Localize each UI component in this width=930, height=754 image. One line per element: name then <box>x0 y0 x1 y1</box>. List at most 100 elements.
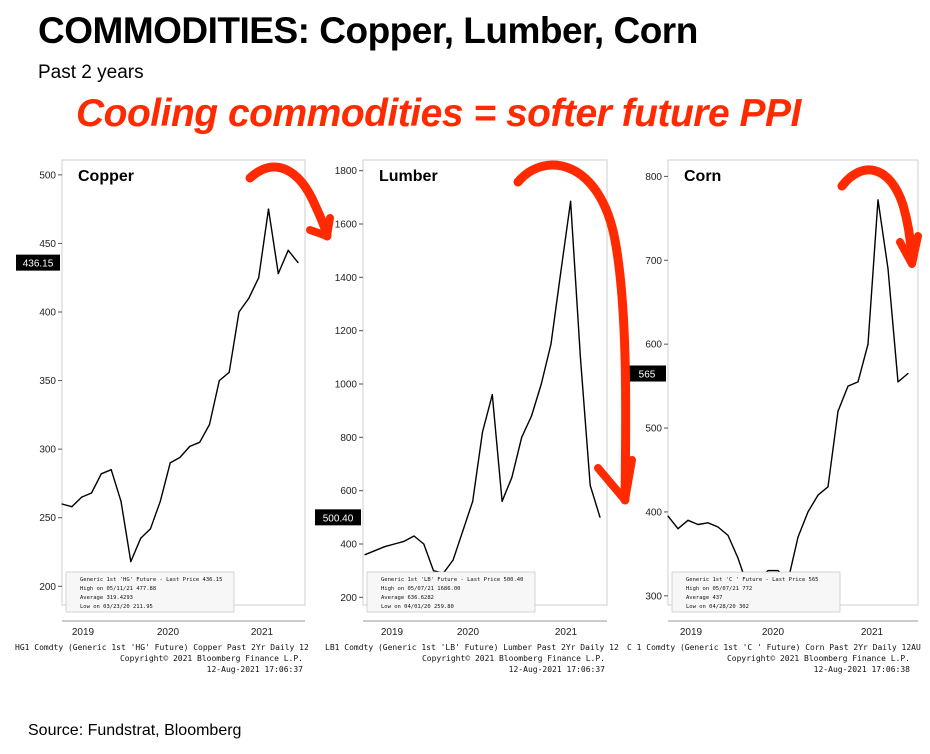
data-point <box>481 431 484 433</box>
data-point <box>667 515 669 517</box>
data-point <box>159 500 161 502</box>
legend-entry: High on 05/07/21 1686.00 <box>381 586 460 592</box>
data-point <box>110 469 112 471</box>
plot-frame <box>362 159 608 606</box>
y-tick-label: 1400 <box>335 273 358 284</box>
chart-title: Corn <box>684 168 721 185</box>
x-tick-label: 2020 <box>457 627 480 638</box>
data-point <box>169 462 171 464</box>
legend-box <box>366 571 536 613</box>
data-point <box>149 528 152 530</box>
legend-entry: Average 437 <box>686 595 722 601</box>
y-tick-label: 300 <box>39 445 56 456</box>
data-point <box>218 379 220 382</box>
x-tick-label: 2021 <box>251 627 274 638</box>
data-point <box>727 534 729 537</box>
y-tick-label: 250 <box>39 513 56 524</box>
last-price-tag <box>628 365 666 382</box>
legend-entry: Generic 1st 'C ' Future - Last Price 565 <box>686 577 818 583</box>
data-point <box>797 536 799 538</box>
source-note: Source: Fundstrat, Bloomberg <box>28 722 242 739</box>
x-tick-label: 2020 <box>762 627 785 638</box>
x-tick-label: 2019 <box>72 627 95 638</box>
x-tick-label: 2021 <box>555 627 578 638</box>
data-point <box>208 423 211 426</box>
last-price-tag <box>315 509 361 526</box>
data-point <box>777 570 779 572</box>
page-title: COMMODITIES: Copper, Lumber, Corn <box>38 10 698 51</box>
chart-title: Copper <box>78 168 134 185</box>
y-tick-label: 700 <box>645 256 662 267</box>
chart-footer-line: 12-Aug-2021 17:06:37 <box>207 665 304 674</box>
data-point <box>238 311 240 313</box>
legend-entry: Generic 1st 'LB' Future - Last Price 500… <box>381 577 523 583</box>
data-point <box>228 371 230 373</box>
chart-footer-line: HG1 Comdty (Generic 1st 'HG' Future) Cop… <box>15 643 309 652</box>
data-point <box>140 537 142 539</box>
data-point <box>403 540 405 542</box>
data-point <box>707 522 709 524</box>
data-point <box>837 410 839 412</box>
legend-box <box>671 571 841 613</box>
data-point <box>579 356 582 358</box>
data-point <box>570 200 572 202</box>
copper-arrow-shaft <box>245 162 332 241</box>
y-tick-label: 800 <box>645 172 662 183</box>
chart-title: Lumber <box>379 168 438 185</box>
lumber-arrow-shaft <box>513 160 631 505</box>
chart-footer-line: C 1 Comdty (Generic 1st 'C ' Future) Cor… <box>627 643 921 652</box>
data-point <box>81 496 83 498</box>
data-point <box>907 372 909 375</box>
data-point <box>71 506 73 508</box>
y-tick-label: 800 <box>340 433 357 444</box>
legend-entry: High on 05/07/21 772 <box>686 586 752 592</box>
data-point <box>827 486 829 488</box>
data-point <box>452 559 454 561</box>
data-point <box>807 511 809 513</box>
data-point <box>877 199 879 201</box>
data-point <box>867 343 869 345</box>
x-tick-label: 2021 <box>861 627 884 638</box>
data-point <box>521 436 523 438</box>
legend-entry: Low on 04/01/20 259.80 <box>381 604 454 610</box>
data-point <box>374 550 376 552</box>
copper-arrow-head <box>306 214 334 240</box>
data-point <box>423 543 425 545</box>
data-point <box>297 262 299 264</box>
data-point <box>258 277 260 279</box>
y-tick-label: 1000 <box>335 380 358 391</box>
y-tick-label: 400 <box>340 540 357 551</box>
chart-footer-line: 12-Aug-2021 17:06:37 <box>509 665 606 674</box>
series-line <box>364 200 601 574</box>
lumber-arrow-head <box>594 456 636 504</box>
data-point <box>120 500 122 502</box>
y-tick-label: 350 <box>39 376 56 387</box>
y-tick-label: 1800 <box>335 166 358 177</box>
y-tick-label: 300 <box>645 591 662 602</box>
data-point <box>599 516 601 518</box>
chart-footer-line: Copyright© 2021 Bloomberg Finance L.P. <box>727 654 910 663</box>
chart-footer-line: Copyright© 2021 Bloomberg Finance L.P. <box>422 654 605 663</box>
data-point <box>267 208 270 210</box>
page-subtitle: Past 2 years <box>38 62 144 83</box>
data-point <box>61 503 63 505</box>
data-point <box>687 519 689 521</box>
y-tick-label: 500 <box>39 170 56 181</box>
series-line <box>667 199 909 589</box>
x-tick-label: 2019 <box>381 627 404 638</box>
data-point <box>472 500 474 502</box>
chart-footer-line: Copyright© 2021 Bloomberg Finance L.P. <box>120 654 303 663</box>
x-tick-label: 2019 <box>680 627 703 638</box>
y-tick-label: 200 <box>340 593 357 604</box>
data-point <box>199 441 201 443</box>
legend-entry: Average 636.6282 <box>381 595 434 601</box>
data-point <box>130 561 132 563</box>
chart-footer-line: 12-Aug-2021 17:06:38 <box>814 665 911 674</box>
data-point <box>697 523 699 526</box>
data-point <box>364 554 366 556</box>
data-point <box>248 297 250 299</box>
data-point <box>540 383 542 385</box>
legend-entry: High on 05/11/21 477.88 <box>80 586 156 592</box>
data-point <box>501 500 503 502</box>
